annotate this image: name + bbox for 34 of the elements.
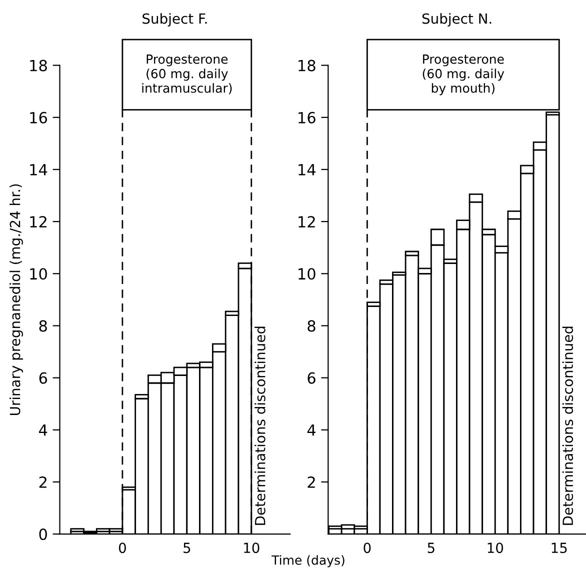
x-tick-label: 10 [244, 542, 260, 554]
y-tick-label: 16 [298, 112, 316, 124]
y-tick-label: 4 [307, 424, 316, 436]
y-tick-label: 2 [39, 476, 46, 488]
chart-title: Subject F. [142, 13, 207, 27]
x-tick-label: 5 [184, 542, 190, 554]
y-tick-label: 14 [30, 164, 48, 176]
y-tick-label: 10 [30, 268, 47, 280]
x-tick-label: 15 [552, 542, 567, 554]
y-tick-label: 4 [38, 424, 48, 436]
x-tick-label: 10 [488, 542, 504, 554]
y-tick-label: 12 [298, 216, 315, 228]
x-tick-label: 0 [118, 542, 126, 554]
y-tick-label: 12 [30, 216, 46, 228]
y-tick-label: 8 [39, 320, 47, 332]
y-tick-label: 6 [308, 372, 316, 384]
annotation: Progesterone (60 mg. daily by mouth) [422, 54, 504, 96]
y-tick-label: 8 [308, 320, 316, 332]
chart-title: Subject N. [422, 13, 492, 27]
annotation: Progesterone (60 mg. daily intramuscular) [142, 54, 232, 94]
x-tick-label: 5 [428, 542, 434, 554]
x-axis-title: Time (days) [272, 555, 344, 568]
y-tick-label: 18 [30, 60, 47, 72]
y-tick-label: 14 [298, 164, 316, 176]
y-tick-label: 6 [39, 372, 48, 384]
y-tick-label: 10 [298, 268, 316, 280]
annotation: Determinations discontinued [562, 326, 574, 525]
y-tick-label: 0 [39, 528, 47, 540]
x-tick-label: 0 [364, 542, 371, 554]
annotation: Determinations discontinued [254, 326, 266, 525]
y-axis-title: Urinary pregnanediol (mg./24 hr.) [10, 184, 23, 416]
y-tick-label: 16 [30, 112, 48, 124]
y-tick-label: 18 [298, 60, 316, 72]
y-tick-label: 2 [308, 476, 315, 488]
